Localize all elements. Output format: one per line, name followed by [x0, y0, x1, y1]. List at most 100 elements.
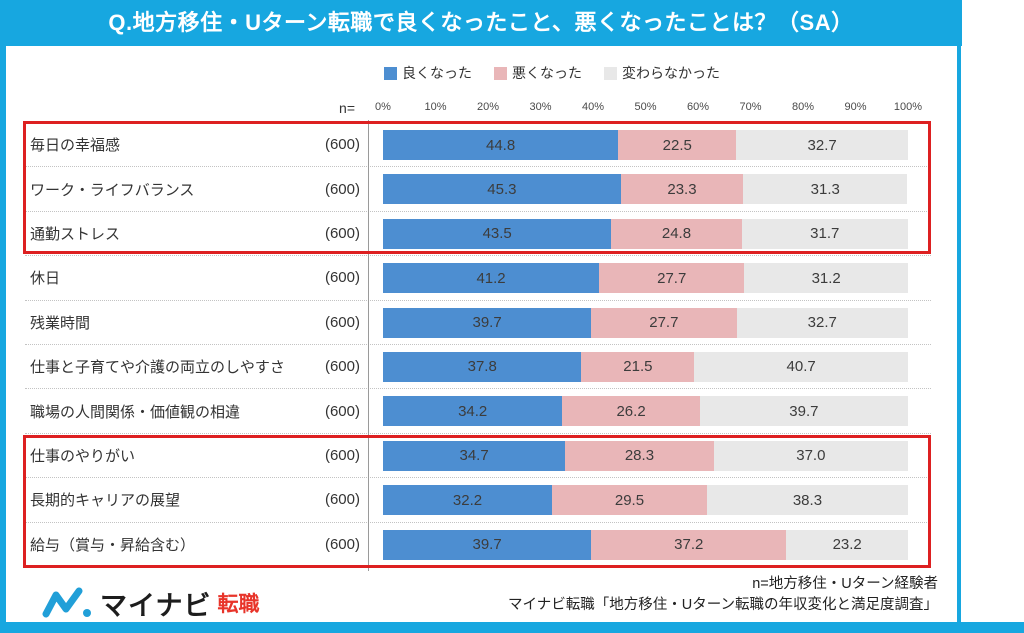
- n-value: (600): [324, 269, 360, 287]
- x-axis-tick: 90%: [844, 101, 867, 113]
- chart-row: 職場の人間関係・価値観の相違 (600) 34.2 26.2 39.7: [25, 389, 931, 434]
- bar-segment-worse: 37.2: [591, 529, 787, 560]
- x-axis-tick: 70%: [739, 101, 762, 113]
- bar-segment-better: 43.5: [383, 218, 612, 249]
- footer-note-respondents: n=地方移住・Uターン経験者: [752, 576, 938, 592]
- legend-label-worse: 悪くなった: [512, 65, 582, 81]
- frame-right-border: [957, 46, 961, 622]
- page-title: Q.地方移住・Uターン転職で良くなったこと、悪くなったことは？（SA）: [0, 0, 962, 46]
- n-value: (600): [324, 180, 360, 198]
- legend-item-worse: 悪くなった: [494, 63, 582, 83]
- bar-segment-worse: 28.3: [565, 440, 714, 471]
- stacked-bar: 39.7 27.7 32.7: [383, 307, 908, 338]
- category-label: 給与（賞与・昇給含む）: [30, 537, 196, 555]
- chart-row: 通勤ストレス (600) 43.5 24.8 31.7: [25, 212, 931, 257]
- n-value: (600): [324, 358, 360, 376]
- logo-brand-text: マイナビ: [100, 590, 212, 621]
- bar-segment-worse: 26.2: [562, 396, 700, 427]
- category-label: 通勤ストレス: [30, 225, 121, 243]
- category-label: 職場の人間関係・価値観の相違: [30, 403, 241, 421]
- frame-left-border: [0, 46, 6, 622]
- n-value: (600): [324, 446, 360, 464]
- stacked-bar: 43.5 24.8 31.7: [383, 218, 908, 249]
- stacked-bar: 32.2 29.5 38.3: [383, 485, 908, 516]
- n-value: (600): [324, 224, 360, 242]
- chart-row: 仕事と子育てや介護の両立のしやすさ (600) 37.8 21.5 40.7: [25, 345, 931, 390]
- footer-note-source: マイナビ転職「地方移住・Uターン転職の年収変化と満足度調査」: [508, 597, 938, 613]
- bar-segment-worse: 22.5: [618, 130, 737, 160]
- category-label: 仕事のやりがい: [30, 447, 136, 465]
- x-axis-tick: 80%: [791, 101, 815, 113]
- frame-bottom-bar: [0, 622, 1024, 633]
- bar-segment-unchanged: 32.7: [736, 130, 908, 160]
- mynavi-logo: マイナビ 転職: [42, 584, 259, 622]
- bar-segment-worse: 23.3: [620, 174, 744, 205]
- stacked-bar: 37.8 21.5 40.7: [383, 351, 908, 382]
- chart-row: 長期的キャリアの展望 (600) 32.2 29.5 38.3: [25, 478, 931, 523]
- category-label: 毎日の幸福感: [30, 137, 121, 155]
- bar-segment-unchanged: 32.7: [736, 307, 908, 338]
- bar-segment-unchanged: 40.7: [694, 351, 908, 382]
- chart-row: 仕事のやりがい (600) 34.7 28.3 37.0: [25, 434, 931, 479]
- bar-segment-better: 32.2: [383, 485, 553, 516]
- bar-segment-unchanged: 31.2: [744, 263, 908, 294]
- x-axis-tick: 50%: [634, 101, 657, 113]
- bar-segment-unchanged: 37.0: [713, 440, 908, 471]
- x-axis-tick: 20%: [476, 101, 500, 113]
- logo-suffix-text: 転職: [217, 593, 260, 616]
- category-label: 残業時間: [30, 314, 91, 332]
- logo-wave-icon: [42, 587, 91, 618]
- stacked-bar: 34.7 28.3 37.0: [383, 440, 908, 471]
- stacked-bar: 44.8 22.5 32.7: [383, 130, 908, 160]
- bar-segment-unchanged: 31.3: [743, 174, 908, 205]
- legend-swatch-better: [384, 66, 397, 80]
- bar-segment-unchanged: 39.7: [699, 396, 908, 427]
- chart-row: 給与（賞与・昇給含む） (600) 39.7 37.2 23.2: [25, 523, 931, 567]
- n-value: (600): [324, 313, 360, 331]
- legend-swatch-unchanged: [604, 66, 617, 80]
- chart-legend: 良くなった 悪くなった 変わらなかった: [287, 63, 817, 83]
- chart-row: 毎日の幸福感 (600) 44.8 22.5 32.7: [25, 123, 931, 168]
- x-axis-tick: 100%: [893, 101, 923, 113]
- bar-segment-better: 34.7: [383, 440, 566, 471]
- bar-segment-better: 37.8: [383, 351, 582, 382]
- x-axis-tick: 10%: [424, 101, 447, 113]
- axis-divider-line: [368, 120, 369, 571]
- stacked-bar: 45.3 23.3 31.3: [383, 174, 908, 205]
- n-value: (600): [324, 136, 360, 154]
- chart-rows: 毎日の幸福感 (600) 44.8 22.5 32.7 ワーク・ライフバランス (600) 4…: [25, 123, 931, 568]
- bar-segment-better: 44.8: [383, 130, 619, 160]
- chart-row: ワーク・ライフバランス (600) 45.3 23.3 31.3: [25, 167, 931, 212]
- bar-segment-worse: 21.5: [581, 351, 695, 382]
- legend-label-better: 良くなった: [402, 65, 472, 81]
- stacked-bar: 34.2 26.2 39.7: [383, 396, 908, 427]
- n-value: (600): [324, 536, 360, 554]
- bar-segment-worse: 27.7: [591, 307, 737, 338]
- x-axis-tick: 60%: [686, 101, 710, 113]
- x-axis-tick: 0%: [375, 101, 391, 113]
- bar-segment-worse: 27.7: [599, 263, 745, 294]
- bar-segment-better: 39.7: [383, 529, 592, 560]
- bar-segment-unchanged: 23.2: [786, 529, 908, 560]
- legend-swatch-worse: [494, 66, 507, 80]
- stacked-bar: 39.7 37.2 23.2: [383, 529, 908, 560]
- category-label: 休日: [30, 270, 61, 288]
- n-column-header: n=: [339, 100, 355, 116]
- legend-item-better: 良くなった: [384, 63, 472, 83]
- bar-segment-unchanged: 31.7: [741, 218, 908, 249]
- bar-segment-better: 41.2: [383, 263, 600, 294]
- bar-segment-better: 34.2: [383, 396, 563, 427]
- x-axis-tick: 30%: [529, 101, 552, 113]
- bar-segment-worse: 24.8: [611, 218, 742, 249]
- category-label: 長期的キャリアの展望: [30, 492, 181, 510]
- stacked-bar: 41.2 27.7 31.2: [383, 263, 908, 294]
- bar-segment-better: 45.3: [383, 174, 621, 205]
- n-value: (600): [324, 402, 360, 420]
- category-label: ワーク・ライフバランス: [30, 181, 195, 199]
- legend-label-unchanged: 変わらなかった: [622, 65, 720, 81]
- chart-row: 休日 (600) 41.2 27.7 31.2: [25, 256, 931, 301]
- category-label: 仕事と子育てや介護の両立のしやすさ: [30, 359, 285, 377]
- bar-segment-worse: 29.5: [552, 485, 707, 516]
- chart-row: 残業時間 (600) 39.7 27.7 32.7: [25, 301, 931, 345]
- n-value: (600): [324, 491, 360, 509]
